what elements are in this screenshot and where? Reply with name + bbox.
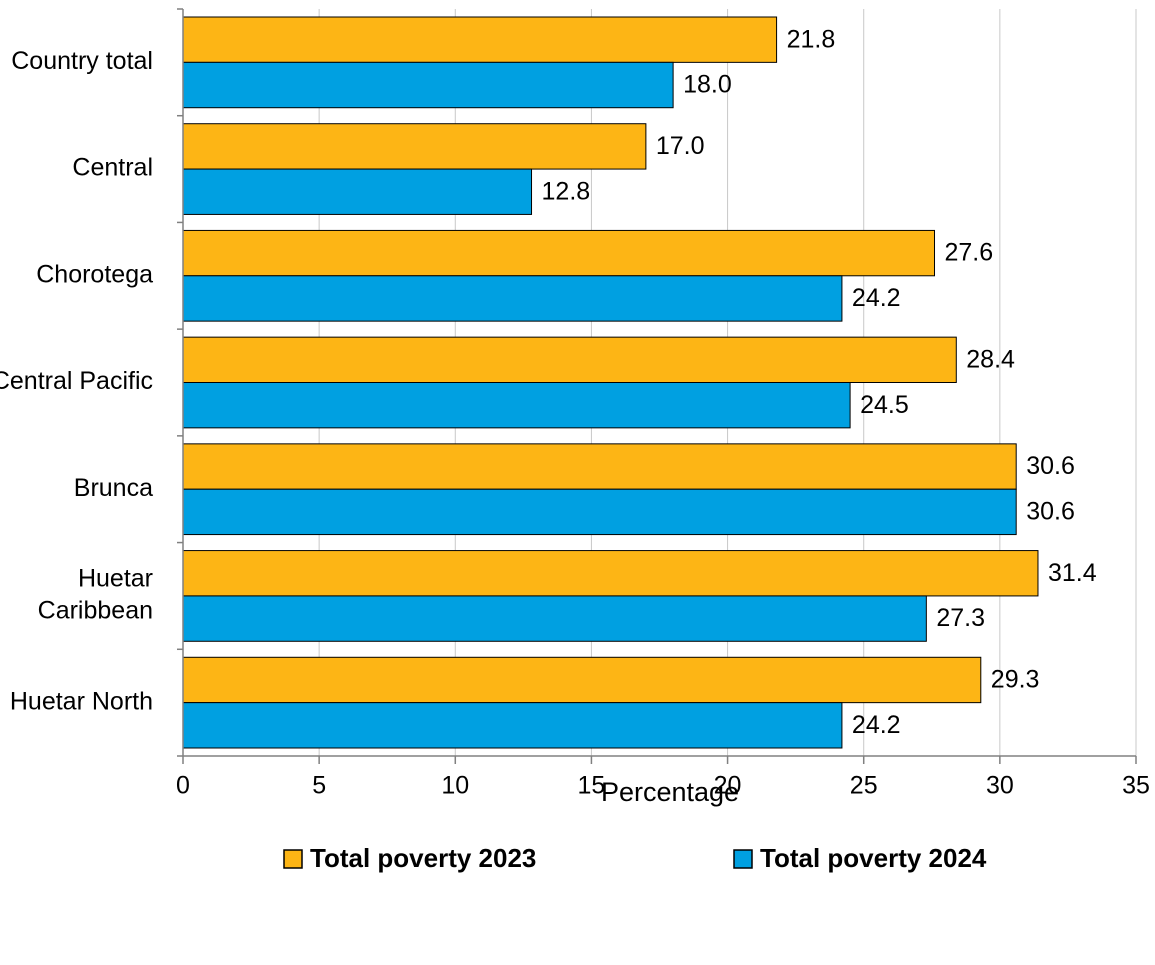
x-tick-label: 25	[850, 772, 878, 800]
category-label: Huetar Caribbean	[38, 565, 153, 625]
category-label: Country total	[11, 47, 153, 75]
data-label: 31.4	[1048, 559, 1097, 587]
category-label: Brunca	[74, 474, 153, 502]
data-label: 18.0	[683, 71, 732, 99]
data-label: 24.5	[860, 391, 909, 419]
bar-brunca-2023	[182, 443, 1017, 490]
bars-group	[182, 16, 1039, 749]
data-label: 29.3	[991, 666, 1040, 694]
data-label: 27.6	[945, 239, 994, 267]
category-label: Chorotega	[36, 260, 153, 288]
bar-brunca-2024	[182, 488, 1017, 536]
legend-label-2024: Total poverty 2024	[760, 843, 987, 873]
bar-central-2024	[182, 168, 533, 215]
bar-huetar-north-2023	[182, 656, 982, 704]
bar-huetar-caribbean-2024	[182, 595, 927, 642]
bar-central-pacific-2023	[182, 336, 957, 383]
bar-chorotega-2023	[182, 229, 936, 277]
bar-country-total-2024	[182, 61, 674, 109]
bar-country-total-2023	[182, 16, 778, 63]
category-labels: Country total Central Chorotega Central Pac…	[0, 47, 153, 715]
data-label: 28.4	[966, 345, 1015, 373]
data-label: 24.2	[852, 711, 901, 739]
x-tick-label: 30	[986, 772, 1014, 800]
legend-item-2023: Total poverty 2023	[283, 843, 536, 873]
x-axis-title: Percentage	[601, 777, 739, 807]
x-tick-label: 15	[578, 772, 606, 800]
data-label: 30.6	[1026, 498, 1075, 526]
bar-huetar-north-2024	[182, 702, 843, 749]
x-tick-label: 35	[1122, 772, 1150, 800]
data-label: 12.8	[542, 177, 591, 205]
x-tick-label: 20	[714, 772, 742, 800]
x-tick-label: 0	[176, 772, 190, 800]
bar-central-2023	[182, 123, 647, 170]
data-label: 27.3	[936, 604, 985, 632]
x-tick-labels: 0 5 10 15 20 25 30 35	[176, 772, 1150, 800]
axes-group	[177, 8, 1137, 764]
bar-central-pacific-2024	[182, 382, 851, 429]
data-label: 30.6	[1026, 452, 1075, 480]
category-label: Central	[72, 154, 153, 182]
data-label: 24.2	[852, 284, 901, 312]
category-label: Central Pacific	[0, 367, 153, 395]
legend-swatch-2024	[733, 849, 753, 869]
data-labels: 21.8 18.0 17.0 12.8 27.6 24.2 28.4 24.5 30.6 30.6…	[542, 25, 1097, 739]
data-label: 21.8	[787, 25, 836, 53]
legend-label-2023: Total poverty 2023	[310, 843, 536, 873]
legend: Total poverty 2023 Total poverty 2024	[283, 843, 987, 873]
legend-swatch-2023	[283, 849, 303, 869]
bar-huetar-caribbean-2023	[182, 550, 1039, 597]
bar-chorotega-2024	[182, 275, 843, 322]
data-label: 17.0	[656, 132, 705, 160]
x-tick-label: 10	[441, 772, 469, 800]
x-tick-label: 5	[312, 772, 326, 800]
category-label: Huetar North	[10, 687, 153, 715]
legend-item-2024: Total poverty 2024	[733, 843, 987, 873]
